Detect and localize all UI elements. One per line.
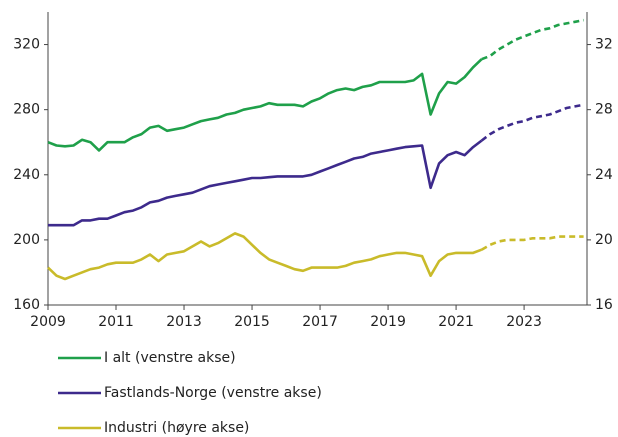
- y2-tick-label: 20: [595, 232, 613, 248]
- x-tick-label: 2009: [30, 314, 66, 330]
- y-tick-label: 240: [13, 167, 40, 183]
- y2-tick-label: 28: [595, 102, 613, 118]
- y-tick-label: 320: [13, 37, 40, 53]
- series-line: [48, 139, 483, 227]
- x-tick-label: 2017: [302, 314, 338, 330]
- y2-tick-label: 24: [595, 167, 613, 183]
- forecast-line: [481, 18, 584, 61]
- x-tick-label: 2023: [506, 314, 542, 330]
- series-line: [47, 58, 483, 152]
- x-tick-label: 2013: [166, 314, 202, 330]
- x-tick-label: 2021: [438, 314, 474, 330]
- x-tick-label: 2011: [98, 314, 134, 330]
- forecast-line: [480, 235, 584, 251]
- y2-tick-label: 32: [595, 37, 613, 53]
- y2-tick-label: 16: [595, 297, 613, 313]
- legend-label: I alt (venstre akse): [104, 350, 236, 366]
- forecast-line: [480, 103, 584, 142]
- legend-label: Fastlands-Norge (venstre akse): [104, 385, 322, 401]
- x-tick-label: 2015: [234, 314, 270, 330]
- series-line: [47, 232, 483, 281]
- y-tick-label: 280: [13, 102, 40, 118]
- y-tick-label: 160: [13, 297, 40, 313]
- x-tick-label: 2019: [370, 314, 406, 330]
- legend-label: Industri (høyre akse): [104, 420, 249, 436]
- y-tick-label: 200: [13, 232, 40, 248]
